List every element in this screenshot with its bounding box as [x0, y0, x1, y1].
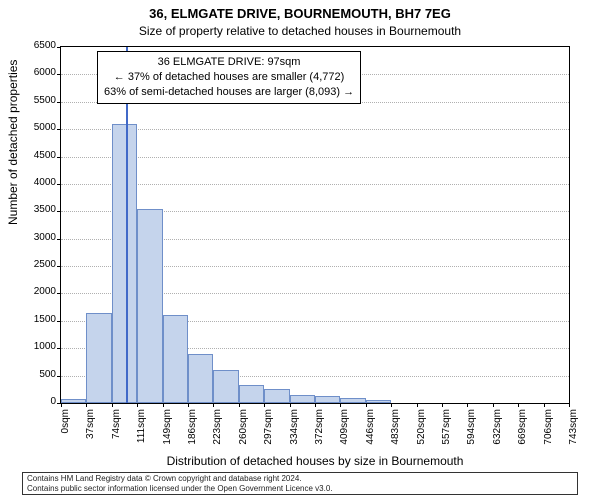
x-tick-label: 483sqm — [390, 409, 401, 459]
x-tick-mark — [493, 403, 494, 407]
y-tick-label: 3000 — [16, 232, 56, 243]
footer-line-2: Contains public sector information licen… — [27, 484, 573, 494]
footer-attribution: Contains HM Land Registry data © Crown c… — [22, 472, 578, 495]
chart-title-sub: Size of property relative to detached ho… — [0, 24, 600, 38]
histogram-bar — [264, 389, 289, 403]
annotation-line-3: 63% of semi-detached houses are larger (… — [104, 85, 354, 100]
y-tick-mark — [57, 239, 61, 240]
histogram-bar — [137, 209, 162, 403]
x-tick-mark — [239, 403, 240, 407]
annotation-box: 36 ELMGATE DRIVE: 97sqm ← 37% of detache… — [97, 51, 361, 104]
x-tick-label: 223sqm — [212, 409, 223, 459]
x-tick-label: 372sqm — [314, 409, 325, 459]
x-tick-mark — [137, 403, 138, 407]
plot-area: 36 ELMGATE DRIVE: 97sqm ← 37% of detache… — [60, 46, 570, 404]
x-tick-mark — [61, 403, 62, 407]
x-tick-mark — [366, 403, 367, 407]
y-tick-label: 6500 — [16, 40, 56, 51]
x-tick-label: 186sqm — [187, 409, 198, 459]
histogram-bar — [213, 370, 238, 403]
chart-title-main: 36, ELMGATE DRIVE, BOURNEMOUTH, BH7 7EG — [0, 6, 600, 21]
x-tick-label: 149sqm — [162, 409, 173, 459]
y-tick-mark — [57, 129, 61, 130]
y-tick-label: 5500 — [16, 95, 56, 106]
histogram-bar — [290, 395, 315, 403]
y-tick-label: 1500 — [16, 314, 56, 325]
x-tick-label: 632sqm — [492, 409, 503, 459]
y-tick-mark — [57, 74, 61, 75]
footer-line-1: Contains HM Land Registry data © Crown c… — [27, 474, 573, 484]
x-tick-mark — [315, 403, 316, 407]
annotation-line-2: ← 37% of detached houses are smaller (4,… — [104, 70, 354, 85]
histogram-bar — [315, 396, 340, 403]
x-tick-label: 743sqm — [568, 409, 579, 459]
x-tick-mark — [213, 403, 214, 407]
x-tick-mark — [518, 403, 519, 407]
annotation-line-1: 36 ELMGATE DRIVE: 97sqm — [104, 55, 354, 70]
x-tick-mark — [86, 403, 87, 407]
y-tick-label: 4500 — [16, 150, 56, 161]
x-tick-mark — [112, 403, 113, 407]
histogram-bar — [61, 399, 86, 403]
y-tick-label: 2000 — [16, 286, 56, 297]
y-tick-label: 3500 — [16, 204, 56, 215]
x-tick-mark — [163, 403, 164, 407]
y-tick-mark — [57, 348, 61, 349]
y-tick-label: 1000 — [16, 341, 56, 352]
y-tick-label: 500 — [16, 369, 56, 380]
x-tick-mark — [544, 403, 545, 407]
x-tick-label: 111sqm — [136, 409, 147, 459]
x-tick-label: 409sqm — [339, 409, 350, 459]
x-tick-mark — [467, 403, 468, 407]
x-tick-mark — [264, 403, 265, 407]
y-tick-mark — [57, 102, 61, 103]
x-tick-label: 520sqm — [416, 409, 427, 459]
y-axis-label: Number of detached properties — [6, 60, 20, 225]
y-tick-mark — [57, 184, 61, 185]
y-tick-mark — [57, 293, 61, 294]
y-tick-mark — [57, 376, 61, 377]
histogram-bar — [112, 124, 137, 403]
y-tick-label: 5000 — [16, 122, 56, 133]
y-tick-mark — [57, 157, 61, 158]
histogram-bar — [86, 313, 111, 403]
y-tick-mark — [57, 211, 61, 212]
x-tick-label: 37sqm — [85, 409, 96, 459]
histogram-bar — [366, 400, 391, 403]
x-tick-label: 297sqm — [263, 409, 274, 459]
y-tick-label: 6000 — [16, 67, 56, 78]
y-tick-mark — [57, 321, 61, 322]
x-tick-mark — [417, 403, 418, 407]
x-tick-label: 557sqm — [441, 409, 452, 459]
gridline — [61, 184, 569, 185]
y-tick-mark — [57, 47, 61, 48]
x-tick-label: 0sqm — [60, 409, 71, 459]
x-tick-label: 594sqm — [466, 409, 477, 459]
y-tick-label: 4000 — [16, 177, 56, 188]
histogram-bar — [340, 398, 365, 403]
x-tick-label: 334sqm — [289, 409, 300, 459]
y-tick-mark — [57, 266, 61, 267]
x-tick-label: 260sqm — [238, 409, 249, 459]
x-tick-label: 669sqm — [517, 409, 528, 459]
x-tick-label: 74sqm — [111, 409, 122, 459]
gridline — [61, 157, 569, 158]
x-tick-label: 446sqm — [365, 409, 376, 459]
x-tick-mark — [442, 403, 443, 407]
x-tick-mark — [188, 403, 189, 407]
x-tick-mark — [569, 403, 570, 407]
histogram-bar — [163, 315, 188, 403]
x-tick-label: 706sqm — [543, 409, 554, 459]
gridline — [61, 129, 569, 130]
y-tick-label: 0 — [16, 396, 56, 407]
x-tick-mark — [290, 403, 291, 407]
y-tick-label: 2500 — [16, 259, 56, 270]
histogram-bar — [239, 385, 264, 403]
x-tick-mark — [391, 403, 392, 407]
x-tick-mark — [340, 403, 341, 407]
histogram-bar — [188, 354, 213, 403]
